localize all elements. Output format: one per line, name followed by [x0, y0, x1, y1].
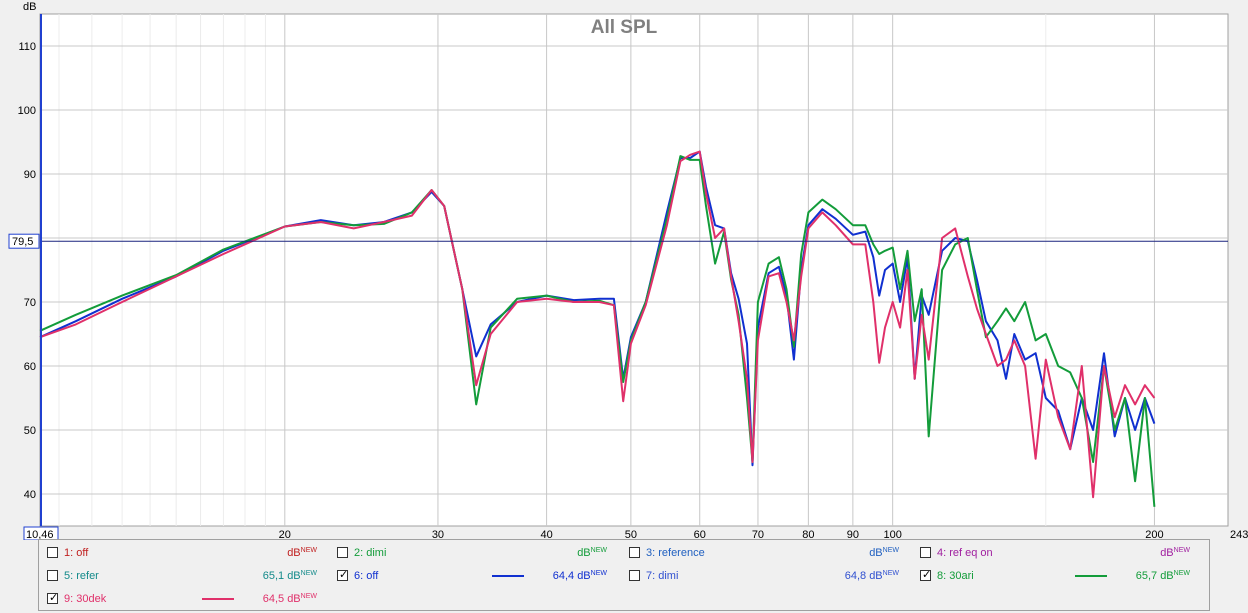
legend-value-sup: NEW — [1173, 547, 1190, 554]
legend-checkbox[interactable]: ✓ — [920, 569, 932, 581]
legend-value-sup: NEW — [882, 547, 899, 554]
legend-label: 5: refer — [64, 570, 99, 582]
legend-value: 64,8 dBNEW — [845, 569, 899, 583]
legend-value-sup: NEW — [300, 570, 317, 577]
legend-value-sup: NEW — [300, 593, 317, 600]
x-tick-label: 100 — [883, 529, 901, 540]
legend-value: dBNEW — [869, 546, 899, 560]
legend-label: 9: 30dek — [64, 593, 107, 605]
x-tick-label: 80 — [802, 529, 814, 540]
legend-item[interactable]: ✓ 6: off 64,4 dBNEW — [337, 569, 607, 589]
checkmark-icon: ✓ — [49, 592, 59, 604]
legend-checkbox[interactable] — [920, 547, 931, 558]
x-tick-label: 200 — [1145, 529, 1163, 540]
legend-value-number: 65,1 — [262, 570, 288, 582]
legend-value-sup: NEW — [1173, 570, 1190, 577]
legend-value-number: 65,7 — [1135, 570, 1161, 582]
legend-value-unit: dB — [577, 547, 591, 559]
legend-line-swatch — [1075, 575, 1107, 577]
x-min-label: 10,46 — [26, 529, 54, 540]
checkmark-icon: ✓ — [339, 569, 349, 581]
legend-value-number: 64,4 — [552, 570, 578, 582]
legend-label: 6: off — [354, 570, 379, 582]
legend-item[interactable]: 7: dimi 64,8 dBNEW — [629, 569, 899, 589]
x-tick-label: 30 — [432, 529, 444, 540]
legend-value-unit: dB — [869, 570, 883, 582]
spl-chart[interactable]: 2030405060708090100200405060708090100110… — [0, 0, 1248, 540]
legend-value-unit: dB — [287, 593, 301, 605]
legend-value-unit: dB — [1160, 547, 1174, 559]
series-9-30dek — [39, 150, 1156, 499]
legend-item[interactable]: ✓ 8: 30ari 65,7 dBNEW — [920, 569, 1190, 589]
y-axis-label: dB — [23, 1, 36, 13]
legend-value-sup: NEW — [882, 570, 899, 577]
y-tick-label: 40 — [24, 489, 36, 501]
x-min-box — [23, 526, 59, 540]
legend-value-number: 64,5 — [262, 593, 288, 605]
legend-label: 4: ref eq on — [937, 547, 993, 559]
chart-title: All SPL — [591, 17, 658, 38]
legend-value: 65,1 dBNEW — [263, 569, 317, 583]
y-tick-label: 100 — [18, 105, 36, 117]
legend-checkbox[interactable] — [629, 570, 640, 581]
series-layer — [39, 150, 1156, 507]
legend-panel: 1: off dBNEW 2: dimi dBNEW 3: reference dBNEW… — [38, 539, 1210, 611]
legend-value: 64,4 dBNEW — [553, 569, 607, 583]
legend-value-sup: NEW — [300, 547, 317, 554]
legend-value-unit: dB — [287, 547, 301, 559]
cursor-value-box — [8, 233, 40, 249]
legend-checkbox[interactable]: ✓ — [47, 592, 59, 604]
legend-label: 2: dimi — [354, 547, 387, 559]
legend-item[interactable]: 3: reference dBNEW — [629, 546, 899, 566]
y-tick-label: 110 — [18, 41, 36, 53]
legend-value-number: 64,8 — [844, 570, 870, 582]
legend-label: 1: off — [64, 547, 89, 559]
legend-value: dBNEW — [1160, 546, 1190, 560]
legend-label: 3: reference — [646, 547, 705, 559]
x-tick-label: 60 — [694, 529, 706, 540]
legend-item[interactable]: 2: dimi dBNEW — [337, 546, 607, 566]
legend-item[interactable]: 4: ref eq on dBNEW — [920, 546, 1190, 566]
y-tick-label: 50 — [24, 425, 36, 437]
legend-item[interactable]: 5: refer 65,1 dBNEW — [47, 569, 317, 589]
legend-checkbox[interactable] — [47, 547, 58, 558]
legend-value-sup: NEW — [590, 570, 607, 577]
legend-line-swatch — [202, 598, 234, 600]
cursor-value-label: 79,5 — [12, 236, 33, 248]
x-max-label: 243 Hz — [1230, 529, 1248, 540]
legend-value: 64,5 dBNEW — [263, 592, 317, 606]
legend-value-sup: NEW — [590, 547, 607, 554]
plot-background — [39, 13, 1229, 527]
legend-label: 8: 30ari — [937, 570, 974, 582]
y-tick-label: 90 — [24, 169, 36, 181]
legend-label: 7: dimi — [646, 570, 679, 582]
y-tick-label: 70 — [24, 297, 36, 309]
legend-line-swatch — [492, 575, 524, 577]
x-tick-label: 40 — [540, 529, 552, 540]
x-tick-label: 70 — [752, 529, 764, 540]
x-tick-label: 50 — [625, 529, 637, 540]
legend-value-unit: dB — [869, 547, 883, 559]
legend-value: dBNEW — [287, 546, 317, 560]
x-tick-label: 90 — [847, 529, 859, 540]
x-tick-label: 20 — [279, 529, 291, 540]
y-tick-label: 60 — [24, 361, 36, 373]
legend-checkbox[interactable] — [629, 547, 640, 558]
legend-checkbox[interactable] — [47, 570, 58, 581]
legend-value-unit: dB — [577, 570, 591, 582]
legend-value-unit: dB — [1160, 570, 1174, 582]
legend-value: 65,7 dBNEW — [1136, 569, 1190, 583]
grid — [40, 14, 1228, 526]
cursor-layer[interactable]: 79,5 10,46 — [8, 14, 1228, 540]
checkmark-icon: ✓ — [922, 569, 932, 581]
legend-value: dBNEW — [577, 546, 607, 560]
legend-item[interactable]: 1: off dBNEW — [47, 546, 317, 566]
legend-checkbox[interactable] — [337, 547, 348, 558]
legend-checkbox[interactable]: ✓ — [337, 569, 349, 581]
legend-item[interactable]: ✓ 9: 30dek 64,5 dBNEW — [47, 592, 317, 612]
legend-value-unit: dB — [287, 570, 301, 582]
